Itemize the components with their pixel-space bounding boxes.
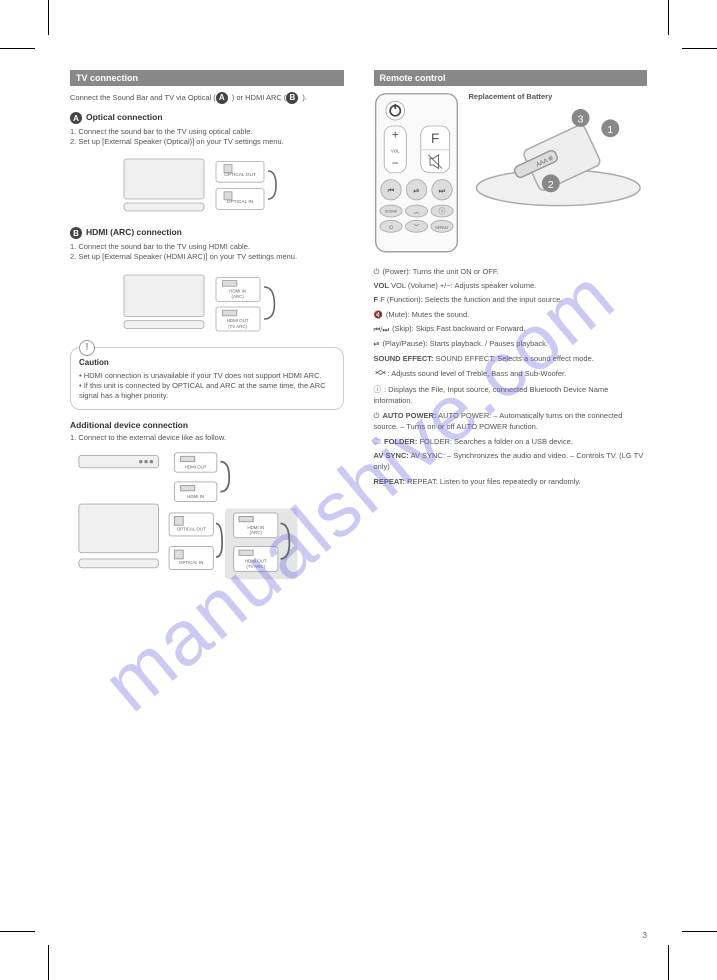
remote-diagram: + VOL − F ⏮ ⏯ ⏭ SOUND ︿ [374,92,459,254]
desc-repeat: REPEAT: REPEAT: Listen to your files rep… [374,476,648,487]
caution-box: ! Caution • HDMI connection is unavailab… [70,347,344,410]
desc-vol: VOL VOL (Volume) +/−: Adjusts speaker vo… [374,280,648,291]
svg-text:SOUND: SOUND [384,210,397,214]
additional-steps: 1. Connect to the external device like a… [70,433,344,443]
svg-text:1: 1 [607,125,613,136]
svg-text:HDMI IN: HDMI IN [187,494,204,499]
desc-func: F F (Function): Selects the function and… [374,294,648,305]
svg-text:OPTICAL OUT: OPTICAL OUT [224,172,256,178]
tv-intro: Connect the Sound Bar and TV via Optical… [70,92,344,104]
svg-text:3: 3 [577,114,583,125]
optical-title: Optical connection [86,112,163,122]
caution-body: • HDMI connection is unavailable if your… [79,371,335,401]
hdmi-steps: 1. Connect the sound bar to the TV using… [70,242,344,262]
svg-text:(TV ARC): (TV ARC) [228,323,247,328]
svg-text:⏯: ⏯ [413,186,419,195]
svg-text:HDMI OUT: HDMI OUT [185,465,207,470]
svg-text:OPTICAL OUT: OPTICAL OUT [177,527,207,532]
badge-b: B [70,227,82,239]
desc-folder: 🗀FOLDER: FOLDER: Searches a folder on a … [374,436,648,448]
hdmi-heading: B HDMI (ARC) connection [70,227,344,239]
desc-updown: ︿﹀: Adjusts sound level of Treble, Bass … [374,367,648,381]
caution-title: Caution [79,358,335,367]
svg-text:⏭: ⏭ [438,186,445,195]
optical-heading: A Optical connection [70,112,344,124]
caution-icon: ! [79,340,95,356]
desc-info: ⓘ: Displays the File, Input source, conn… [374,384,648,407]
right-column: Remote control + VOL − F [374,70,648,910]
remote-descriptions: ⏻(Power): Turns the unit ON or OFF. VOL … [374,266,648,487]
optical-diagram: OPTICAL OUT OPTICAL IN [120,155,280,215]
svg-text:+: + [391,128,398,142]
optical-steps: 1. Connect the sound bar to the TV using… [70,127,344,147]
svg-text:﹀: ﹀ [413,224,419,231]
svg-text:⏻: ⏻ [388,225,392,231]
left-column: TV connection Connect the Sound Bar and … [70,70,344,910]
svg-text:(ARC): (ARC) [231,294,244,299]
svg-text:︿: ︿ [413,210,419,216]
svg-text:(TV ARC): (TV ARC) [246,564,265,569]
desc-av: AV SYNC: AV SYNC: – Synchronizes the aud… [374,450,648,473]
svg-text:ⓘ: ⓘ [438,208,445,216]
svg-text:HDMI IN: HDMI IN [247,525,264,530]
desc-skip: ⏮/⏭(Skip): Skips Fast backward or Forwar… [374,323,648,335]
desc-mute: 🔇(Mute): Mutes the sound. [374,309,648,321]
svg-text:⏮: ⏮ [387,186,394,195]
badge-a-inline: A [216,92,228,104]
svg-text:F: F [431,131,439,146]
svg-text:OPTICAL IN: OPTICAL IN [179,560,203,565]
hdmi-diagram: HDMI IN (ARC) HDMI OUT (TV ARC) [120,271,280,335]
svg-text:(ARC): (ARC) [250,530,263,535]
hdmi-title: HDMI (ARC) connection [86,227,182,237]
desc-power: ⏻(Power): Turns the unit ON or OFF. [374,266,648,278]
remote-header: Remote control [374,70,648,86]
desc-auto: ⏻AUTO POWER: AUTO POWER: – Automatically… [374,410,648,433]
svg-text:REPEAT: REPEAT [435,226,448,230]
badge-b-inline: B [286,92,298,104]
svg-text:HDMI OUT: HDMI OUT [227,318,249,323]
svg-text:HDMI IN: HDMI IN [229,288,246,293]
page-number: 3 [643,931,647,940]
additional-title: Additional device connection [70,420,344,430]
desc-play: ⏯(Play/Pause): Starts playback. / Pauses… [374,338,648,350]
additional-diagram: HDMI OUT HDMI IN OPTICAL OUT OPTICAL IN … [70,451,300,584]
tv-connection-header: TV connection [70,70,344,86]
svg-text:HDMI OUT: HDMI OUT [245,558,267,563]
battery-diagram: AAA ⊕ 1 2 3 [469,106,648,210]
badge-a: A [70,112,82,124]
svg-text:OPTICAL IN: OPTICAL IN [227,199,254,205]
svg-text:VOL: VOL [390,148,399,153]
desc-sound: SOUND EFFECT: SOUND EFFECT: Selects a so… [374,353,648,364]
svg-text:−: − [391,156,398,170]
svg-text:2: 2 [547,180,553,191]
battery-note: Replacement of Battery [469,92,648,102]
